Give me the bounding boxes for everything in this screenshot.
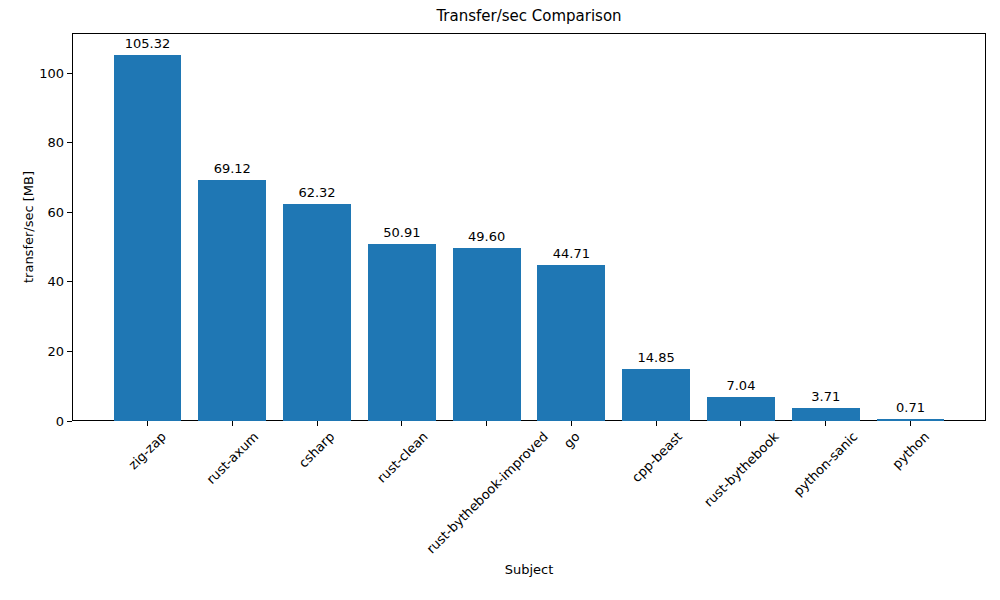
x-tick-mark [656, 421, 657, 426]
bar-python-sanic [792, 408, 860, 421]
bar-chart-figure: Transfer/sec Comparison transfer/sec [MB… [0, 0, 1000, 600]
x-tick-label: go [560, 429, 582, 451]
x-tick-mark [571, 421, 572, 426]
y-tick-mark [67, 281, 72, 282]
x-tick-mark [232, 421, 233, 426]
bar-python [877, 419, 945, 421]
bar-zig-zap [114, 55, 182, 421]
x-tick-mark [740, 421, 741, 426]
bar-value-label: 69.12 [192, 161, 272, 177]
x-tick-mark [401, 421, 402, 426]
y-tick-mark [67, 421, 72, 422]
bar-value-label: 49.60 [447, 229, 527, 245]
bar-rust-bythebook-improved [453, 248, 521, 421]
x-tick-label: csharp [296, 429, 338, 471]
y-tick-label: 100 [0, 65, 64, 82]
x-tick-label: rust-bythebook [701, 429, 782, 510]
bar-rust-axum [198, 180, 266, 421]
x-tick-label: zig-zap [126, 429, 169, 472]
bar-value-label: 44.71 [531, 246, 611, 262]
x-axis-label: Subject [72, 562, 986, 577]
bar-value-label: 14.85 [616, 350, 696, 366]
y-tick-label: 0 [0, 413, 64, 430]
bar-value-label: 105.32 [107, 36, 187, 52]
bar-value-label: 3.71 [786, 389, 866, 405]
x-tick-label: cpp-beast [628, 429, 684, 485]
y-tick-label: 20 [0, 343, 64, 360]
bar-rust-bythebook [707, 397, 775, 421]
x-tick-mark [910, 421, 911, 426]
y-tick-label: 80 [0, 134, 64, 151]
y-axis-label: transfer/sec [MB] [21, 171, 36, 283]
x-tick-mark [147, 421, 148, 426]
x-tick-mark [486, 421, 487, 426]
x-tick-label: python [889, 429, 932, 472]
y-tick-label: 40 [0, 273, 64, 290]
x-tick-label: python-sanic [791, 429, 861, 499]
y-tick-mark [67, 142, 72, 143]
y-tick-mark [67, 351, 72, 352]
x-tick-label: rust-clean [374, 429, 431, 486]
bar-csharp [283, 204, 351, 421]
bar-value-label: 0.71 [871, 400, 951, 416]
y-tick-mark [67, 73, 72, 74]
bar-go [537, 265, 605, 421]
y-tick-mark [67, 212, 72, 213]
x-tick-mark [825, 421, 826, 426]
y-tick-label: 60 [0, 204, 64, 221]
bar-rust-clean [368, 244, 436, 421]
chart-title: Transfer/sec Comparison [72, 6, 986, 26]
bar-value-label: 7.04 [701, 378, 781, 394]
bar-cpp-beast [622, 369, 690, 421]
x-tick-label: rust-axum [203, 429, 261, 487]
bar-value-label: 50.91 [362, 225, 442, 241]
x-tick-label: rust-bythebook-improved [423, 429, 550, 556]
x-tick-mark [317, 421, 318, 426]
bar-value-label: 62.32 [277, 185, 357, 201]
